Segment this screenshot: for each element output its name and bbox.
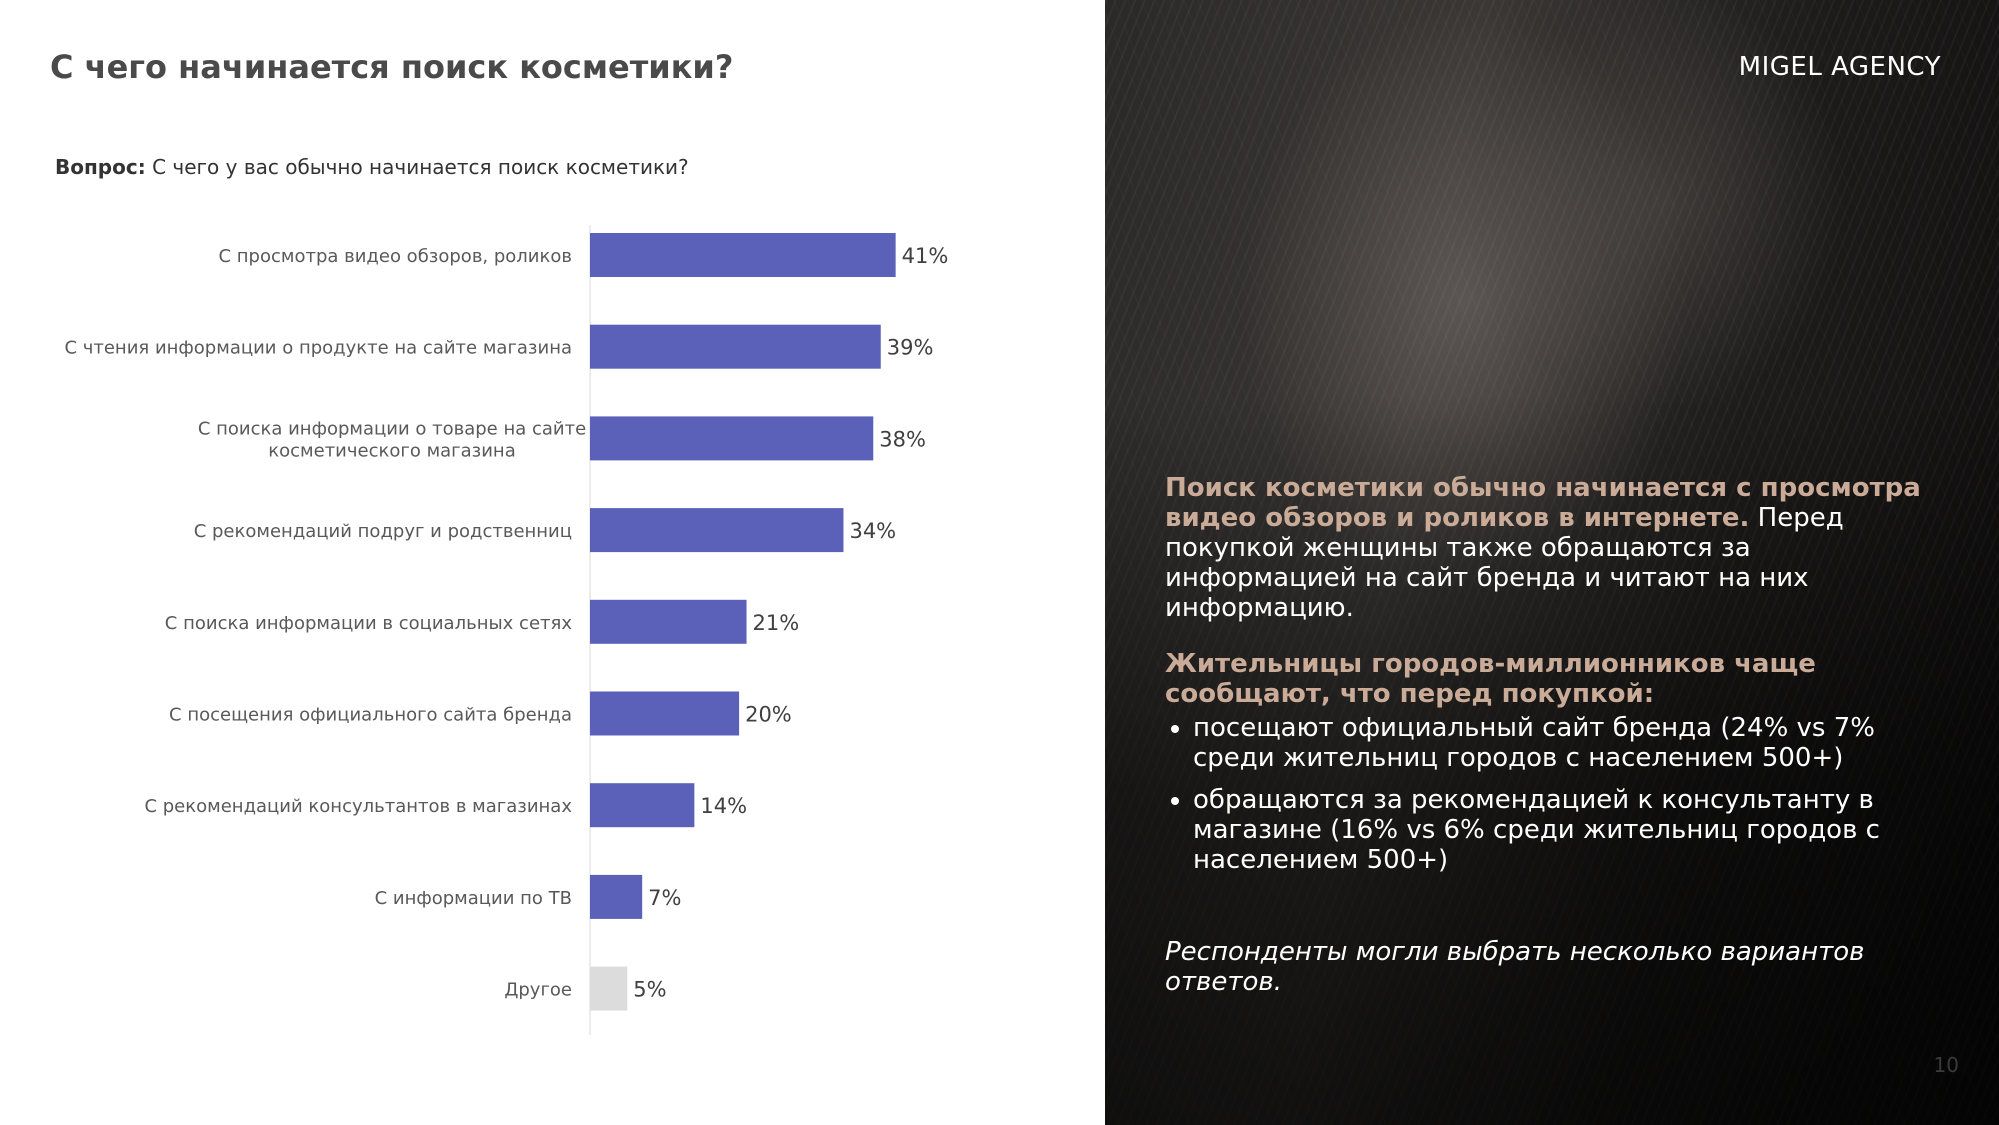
category-label: С посещения официального сайта бренда (169, 705, 572, 726)
brand-logo: MIGEL AGENCY (1738, 52, 1941, 82)
bullet-item: обращаются за рекомендацией к консультан… (1193, 785, 1925, 875)
data-label: 5% (633, 978, 666, 1002)
category-label: С информации по ТВ (375, 888, 572, 909)
summary-text: Поиск косметики обычно начинается с прос… (1165, 473, 1925, 623)
photo-shade (1105, 0, 1999, 1125)
bullet-item: посещают официальный сайт бренда (24% vs… (1193, 713, 1925, 773)
data-label: 21% (753, 611, 800, 635)
category-label-line: косметического магазина (268, 440, 515, 461)
survey-question: Вопрос: С чего у вас обычно начинается п… (55, 155, 689, 179)
cities-bullet-list: посещают официальный сайт бренда (24% vs… (1165, 713, 1925, 875)
page-title: С чего начинается поиск косметики? (50, 48, 734, 86)
category-label: С рекомендаций подруг и родственниц (194, 521, 572, 542)
data-label: 20% (745, 703, 792, 727)
bar-chart: 41% С просмотра видео обзоров, роликов 39%… (64, 225, 949, 1035)
bar (590, 508, 844, 553)
bar (590, 233, 896, 277)
question-label: Вопрос: (55, 155, 146, 179)
category-label: С рекомендаций консультантов в магазинах (144, 796, 572, 817)
cities-block: Жительницы городов-миллионников чаще соо… (1165, 649, 1925, 887)
chart-panel: С чего начинается поиск косметики? Вопро… (50, 48, 949, 1035)
bar (590, 783, 695, 828)
category-label-line: С поиска информации в социальных сетях (165, 613, 573, 634)
category-label-line: С рекомендаций консультантов в магазинах (144, 796, 572, 817)
category-label-line: С просмотра видео обзоров, роликов (218, 246, 572, 267)
data-label: 39% (887, 336, 934, 360)
category-label: Другое (504, 980, 572, 1001)
category-label-line: С поиска информации о товаре на сайте (198, 418, 586, 439)
bar (590, 966, 628, 1011)
category-label: С просмотра видео обзоров, роликов (218, 246, 572, 267)
data-label: 41% (902, 244, 949, 268)
photo-panel: MIGEL AGENCY Поиск косметики обычно начи… (1105, 0, 1999, 1125)
category-label-line: С чтения информации о продукте на сайте … (64, 338, 572, 359)
data-label: 7% (648, 886, 681, 910)
bar (590, 324, 881, 369)
category-label: С чтения информации о продукте на сайте … (64, 338, 572, 359)
category-label-line: С рекомендаций подруг и родственниц (194, 521, 572, 542)
multiple-answers-note: Респонденты могли выбрать несколько вари… (1165, 937, 1865, 997)
bar (590, 599, 747, 644)
summary-highlight: Поиск косметики обычно начинается с прос… (1165, 473, 1921, 533)
category-label-line: С информации по ТВ (375, 888, 572, 909)
cities-heading: Жительницы городов-миллионников чаще соо… (1165, 649, 1816, 709)
data-label: 38% (879, 427, 926, 451)
category-label: С поиска информации о товаре на сайте кос… (198, 418, 586, 461)
category-label: С поиска информации в социальных сетях (165, 613, 573, 634)
summary-body: Перед покупкой женщины также обращаются … (1165, 503, 1844, 623)
bar (590, 691, 740, 736)
page-number: 10 (1933, 1053, 1959, 1077)
category-label-line: Другое (504, 980, 572, 1001)
data-label: 34% (849, 519, 896, 543)
bar (590, 416, 874, 461)
data-label: 14% (700, 794, 747, 818)
bar (590, 874, 643, 919)
question-text: С чего у вас обычно начинается поиск кос… (152, 155, 689, 179)
category-label-line: С посещения официального сайта бренда (169, 705, 572, 726)
